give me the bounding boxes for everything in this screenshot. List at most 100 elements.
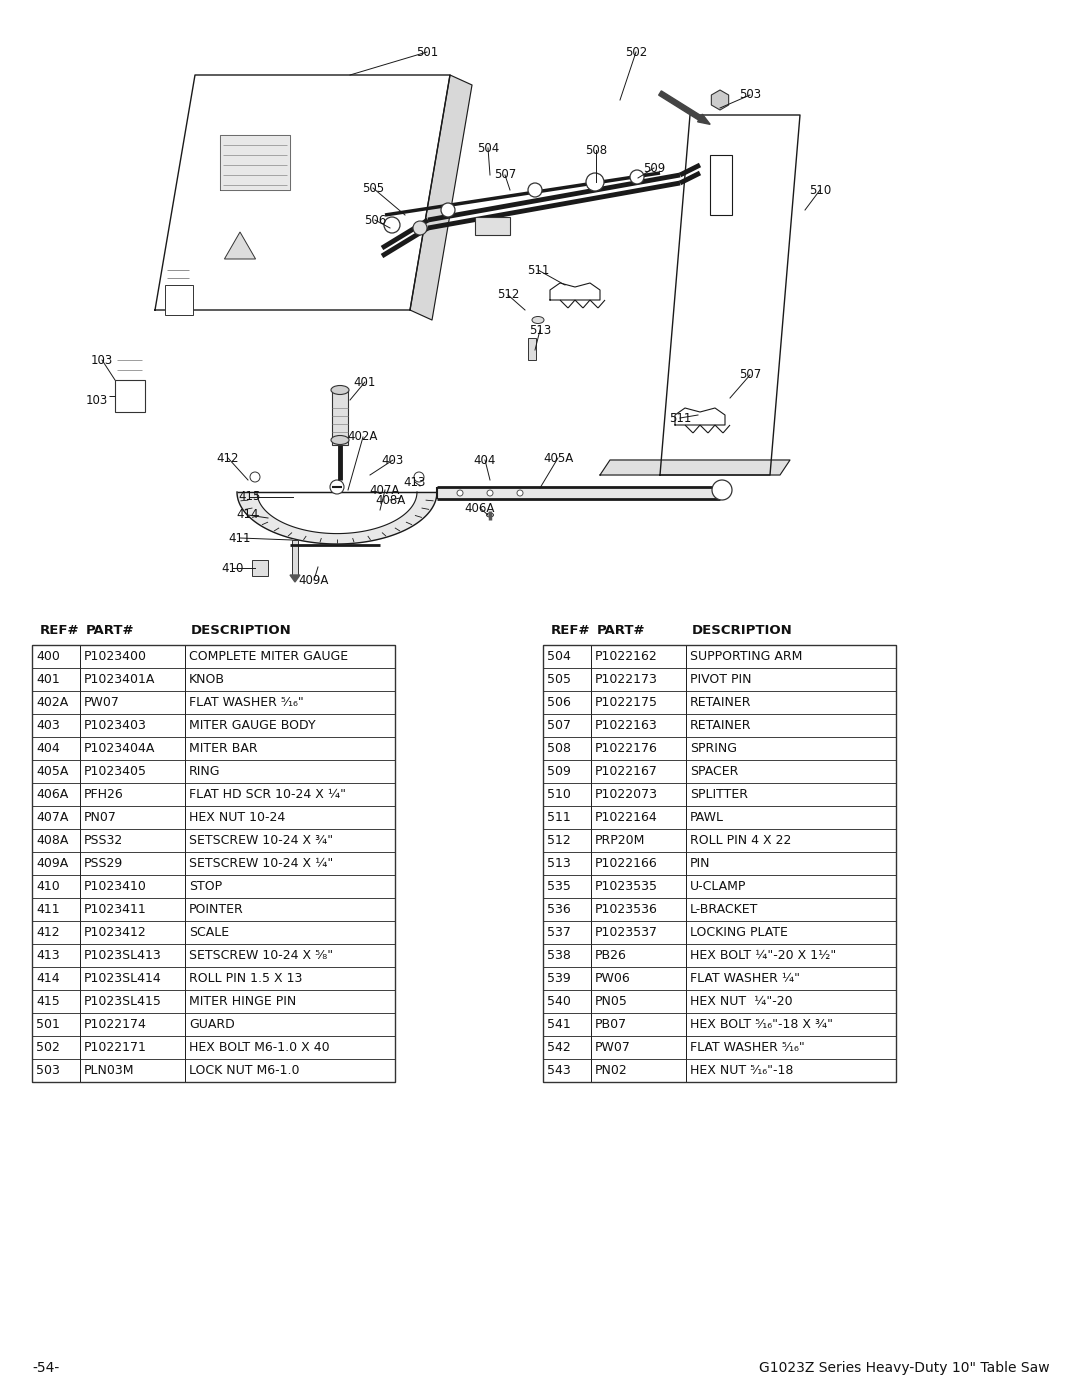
Text: 540: 540 [546,995,571,1009]
Bar [32,828,395,852]
Polygon shape [237,492,437,543]
Text: 510: 510 [809,183,832,197]
Bar [32,760,395,782]
Text: 503: 503 [739,88,761,102]
Text: P1022176: P1022176 [595,742,658,754]
Bar [32,806,395,828]
Text: MITER GAUGE BODY: MITER GAUGE BODY [189,719,315,732]
Text: PFH26: PFH26 [84,788,124,800]
Bar [32,645,395,1083]
Bar [332,390,348,446]
Text: P1022162: P1022162 [595,650,658,664]
Circle shape [630,170,644,184]
Text: P1023404A: P1023404A [84,742,156,754]
Ellipse shape [330,386,349,394]
Text: SPACER: SPACER [690,766,739,778]
Text: PRP20M: PRP20M [595,834,646,847]
Text: 508: 508 [585,144,607,156]
FancyArrow shape [659,91,711,124]
Bar [543,668,896,692]
Text: P1023535: P1023535 [595,880,658,893]
Bar [32,645,395,668]
Text: 414: 414 [36,972,59,985]
Text: 512: 512 [497,289,519,302]
Text: SCALE: SCALE [189,926,229,939]
Circle shape [384,217,400,233]
Text: 414: 414 [237,509,259,521]
Text: RING: RING [189,766,220,778]
Polygon shape [220,136,291,190]
Text: PSS32: PSS32 [84,834,123,847]
Text: LOCK NUT M6-1.0: LOCK NUT M6-1.0 [189,1065,299,1077]
Bar [114,380,145,412]
Text: 507: 507 [494,169,516,182]
Text: PB26: PB26 [595,949,626,963]
Polygon shape [660,115,800,475]
Text: HEX NUT 10-24: HEX NUT 10-24 [189,812,285,824]
Text: 501: 501 [416,46,438,59]
Text: SETSCREW 10-24 X ⁵⁄₈": SETSCREW 10-24 X ⁵⁄₈" [189,949,333,963]
Text: 505: 505 [362,182,384,194]
Text: 409A: 409A [36,856,68,870]
Bar [543,852,896,875]
Polygon shape [291,576,300,583]
Bar [32,738,395,760]
Polygon shape [156,75,450,310]
Bar [543,760,896,782]
Bar [32,668,395,692]
Text: 402A: 402A [36,696,68,710]
Text: P1022175: P1022175 [595,696,658,710]
Text: P1022073: P1022073 [595,788,658,800]
Text: 509: 509 [643,162,665,175]
Text: P1022163: P1022163 [595,719,658,732]
Text: PW07: PW07 [595,1041,631,1053]
Text: P1022174: P1022174 [84,1018,147,1031]
Bar [543,806,896,828]
Text: 405A: 405A [36,766,68,778]
Bar [475,217,510,235]
Text: PSS29: PSS29 [84,856,123,870]
Bar [32,967,395,990]
Text: KNOB: KNOB [189,673,225,686]
Text: 542: 542 [546,1041,570,1053]
Bar [543,828,896,852]
Text: P1023403: P1023403 [84,719,147,732]
Text: G1023Z Series Heavy-Duty 10" Table Saw: G1023Z Series Heavy-Duty 10" Table Saw [759,1361,1050,1375]
Text: P1022166: P1022166 [595,856,658,870]
Text: 511: 511 [669,412,691,425]
Text: 509: 509 [546,766,571,778]
Text: 410: 410 [221,562,244,574]
Text: 513: 513 [546,856,570,870]
Text: 539: 539 [546,972,570,985]
Text: 510: 510 [546,788,571,800]
Bar [543,921,896,944]
Text: 511: 511 [546,812,570,824]
Text: 502: 502 [625,46,647,59]
Bar [543,738,896,760]
Bar [543,1013,896,1037]
Text: 403: 403 [382,454,404,467]
Bar [32,875,395,898]
Bar [543,944,896,967]
Bar [543,692,896,714]
Text: P1023405: P1023405 [84,766,147,778]
Text: 507: 507 [739,369,761,381]
Bar [528,338,536,360]
Text: HEX BOLT ⁵⁄₁₆"-18 X ¾": HEX BOLT ⁵⁄₁₆"-18 X ¾" [690,1018,833,1031]
Text: SPRING: SPRING [690,742,737,754]
Bar [543,1059,896,1083]
Bar [543,782,896,806]
Text: PN02: PN02 [595,1065,627,1077]
Text: ROLL PIN 1.5 X 13: ROLL PIN 1.5 X 13 [189,972,302,985]
Text: REF#: REF# [40,624,80,637]
Text: 543: 543 [546,1065,570,1077]
Text: 538: 538 [546,949,571,963]
Text: 541: 541 [546,1018,570,1031]
Text: P1023410: P1023410 [84,880,147,893]
Text: P1023412: P1023412 [84,926,147,939]
Text: FLAT WASHER ¼": FLAT WASHER ¼" [690,972,800,985]
Circle shape [330,481,345,495]
Text: DESCRIPTION: DESCRIPTION [191,624,292,637]
Text: 415: 415 [239,490,261,503]
Bar [32,921,395,944]
